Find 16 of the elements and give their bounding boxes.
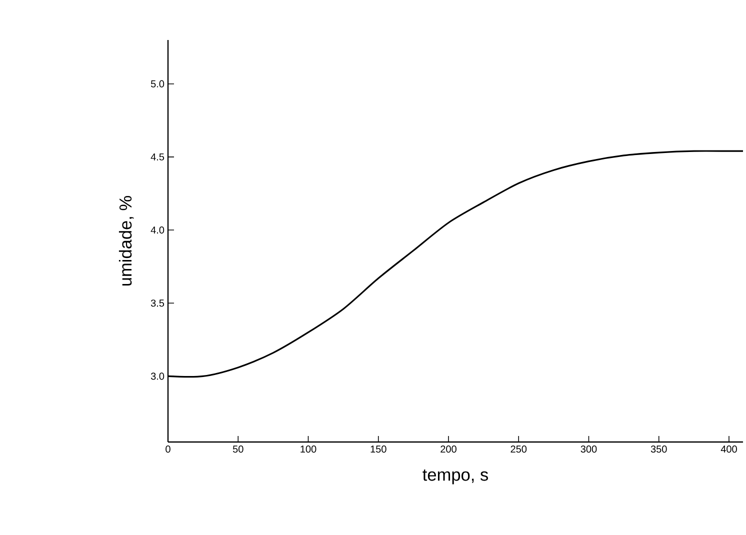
y-tick-label: 3.0 [150, 372, 164, 380]
y-tick-label: 4.5 [150, 153, 164, 160]
x-tick-label: 100 [300, 446, 316, 453]
x-tick-label: 0 [166, 446, 170, 453]
y-tick-label: 5.0 [150, 80, 164, 88]
y-tick-label: 4.0 [150, 226, 164, 234]
x-tick-label: 200 [440, 446, 456, 453]
x-tick-label: 150 [370, 446, 386, 453]
y-tick-label: 3.5 [150, 300, 164, 307]
x-tick-label: 300 [580, 446, 597, 453]
y-axis-title: umidade, % [118, 196, 134, 286]
x-tick-label: 50 [232, 446, 244, 453]
x-tick-label: 400 [720, 446, 737, 453]
x-tick-label: 250 [510, 446, 527, 453]
x-axis-title: tempo, s [422, 469, 488, 484]
x-tick-label: 350 [650, 446, 667, 453]
